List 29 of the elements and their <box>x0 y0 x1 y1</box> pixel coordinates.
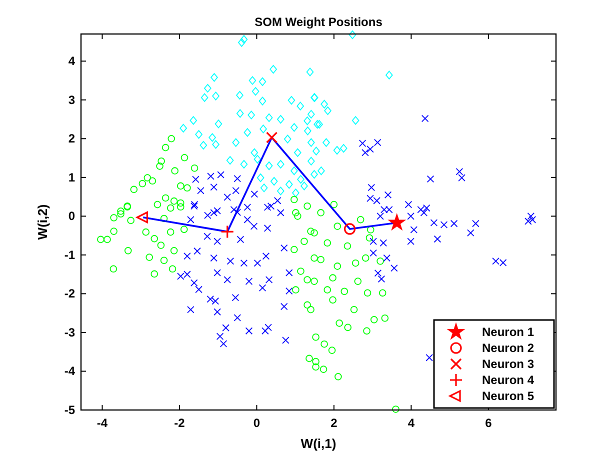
x-tick-label: 2 <box>330 416 338 430</box>
x-axis-title: W(i,1) <box>300 436 336 451</box>
y-tick-label: 4 <box>68 54 76 68</box>
y-tick-label: -5 <box>64 403 76 417</box>
y-tick-label: 3 <box>68 92 76 107</box>
point <box>220 224 234 238</box>
legend-label: Neuron 3 <box>482 357 534 371</box>
y-tick-label: 2 <box>68 132 76 146</box>
x-tick-label: 0 <box>253 416 260 430</box>
point <box>136 212 148 224</box>
y-tick-label: -4 <box>64 364 76 378</box>
chart-title: SOM Weight Positions <box>254 15 383 29</box>
legend-label: Neuron 5 <box>482 389 534 403</box>
y-tick-label: -3 <box>64 325 76 340</box>
legend-label: Neuron 1 <box>482 325 534 339</box>
x-tick-label: 4 <box>408 416 415 430</box>
legend-label: Neuron 2 <box>482 341 534 355</box>
x-tick-label: -2 <box>174 416 186 430</box>
legend-label: Neuron 4 <box>482 373 534 387</box>
x-tick-label: -4 <box>96 416 108 430</box>
y-tick-label: -2 <box>64 286 76 301</box>
x-tick-label: 6 <box>485 416 492 430</box>
y-tick-label: -1 <box>64 248 76 262</box>
point <box>388 214 406 230</box>
y-tick-label: 1 <box>68 170 76 184</box>
point <box>266 132 278 144</box>
point <box>344 223 356 235</box>
y-tick-label: 0 <box>68 209 76 224</box>
y-axis-title: W(i,2) <box>35 204 50 240</box>
